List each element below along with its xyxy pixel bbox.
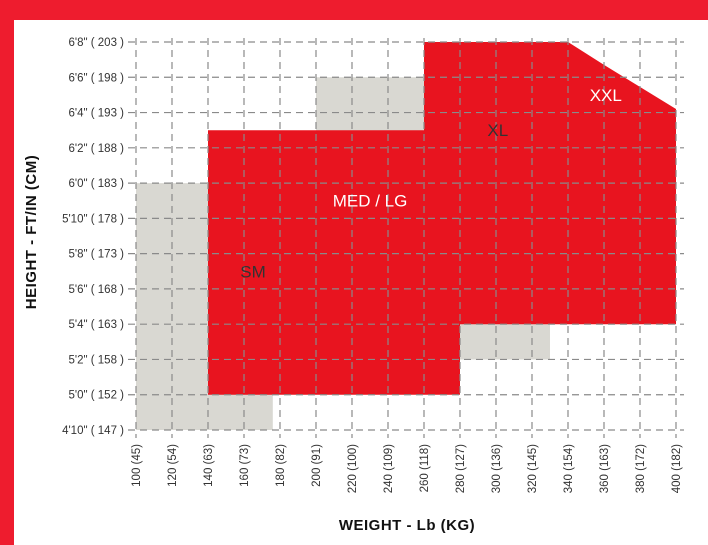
y-axis-title: HEIGHT - FT/IN (CM) bbox=[23, 155, 40, 309]
y-tick-label: 6'6" ( 198 ) bbox=[68, 72, 124, 84]
x-tick-label: 120 (54) bbox=[167, 444, 179, 487]
zone-label: XXL bbox=[590, 86, 622, 105]
x-tick-label: 220 (100) bbox=[347, 444, 359, 493]
y-tick-labels: 6'8" ( 203 ) 6'6" ( 198 ) 6'4" ( 193 ) 6'2"… bbox=[62, 37, 124, 437]
x-tick-label: 200 (91) bbox=[311, 444, 323, 487]
x-tick-label: 260 (118) bbox=[419, 444, 431, 493]
x-tick-label: 280 (127) bbox=[455, 444, 467, 493]
x-tick-labels: 100 (45) 120 (54) 140 (63) 160 (73) 180 (82)… bbox=[131, 444, 683, 493]
y-tick-label: 6'8" ( 203 ) bbox=[68, 37, 124, 49]
y-tick-label: 5'2" ( 158 ) bbox=[68, 354, 124, 366]
x-tick-label: 380 (172) bbox=[635, 444, 647, 493]
zone-label: SM bbox=[240, 262, 266, 281]
y-tick-label: 6'0" ( 183 ) bbox=[68, 178, 124, 190]
x-tick-label: 400 (182) bbox=[671, 444, 683, 493]
x-tick-label: 300 (136) bbox=[491, 444, 503, 493]
zone-label: XL bbox=[487, 121, 508, 140]
y-tick-label: 5'10" ( 178 ) bbox=[62, 213, 124, 225]
x-tick-label: 360 (163) bbox=[599, 444, 611, 493]
y-tick-label: 5'0" ( 152 ) bbox=[68, 390, 124, 402]
x-axis-title: WEIGHT - Lb (KG) bbox=[339, 517, 475, 534]
x-tick-label: 180 (82) bbox=[275, 444, 287, 487]
zone-labels: SM XL MED / LG XXL bbox=[240, 86, 622, 281]
x-tick-label: 100 (45) bbox=[131, 444, 143, 487]
y-tick-label: 5'8" ( 173 ) bbox=[68, 249, 124, 261]
y-tick-label: 5'6" ( 168 ) bbox=[68, 284, 124, 296]
y-tick-label: 4'10" ( 147 ) bbox=[62, 425, 124, 437]
x-tick-label: 160 (73) bbox=[239, 444, 251, 487]
zone-med-lg bbox=[208, 130, 466, 395]
x-tick-label: 240 (109) bbox=[383, 444, 395, 493]
x-tick-label: 140 (63) bbox=[203, 444, 215, 487]
grid-lines bbox=[128, 38, 684, 438]
x-tick-label: 340 (154) bbox=[563, 444, 575, 493]
zone-label: MED / LG bbox=[333, 192, 408, 211]
y-tick-label: 5'4" ( 163 ) bbox=[68, 319, 124, 331]
x-tick-label: 320 (145) bbox=[527, 444, 539, 493]
y-tick-label: 6'4" ( 193 ) bbox=[68, 108, 124, 120]
y-tick-label: 6'2" ( 188 ) bbox=[68, 143, 124, 155]
